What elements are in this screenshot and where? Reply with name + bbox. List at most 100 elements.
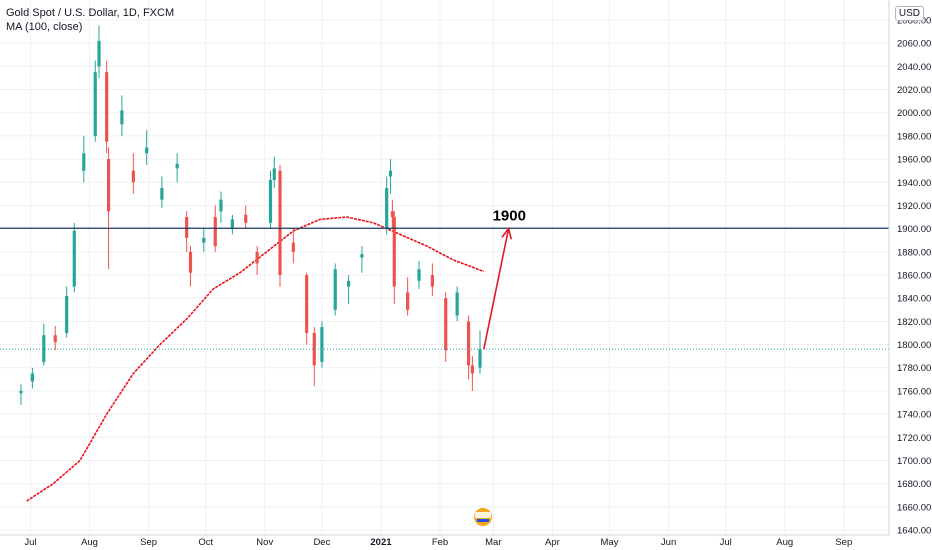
y-tick-label: 1740.00 bbox=[897, 410, 931, 421]
candle bbox=[268, 170, 273, 229]
candle-body bbox=[53, 335, 57, 343]
candle bbox=[30, 367, 34, 389]
y-tick-label: 1820.00 bbox=[897, 317, 931, 328]
candle-body bbox=[417, 269, 421, 281]
candle bbox=[72, 222, 76, 293]
candle-body bbox=[175, 163, 179, 169]
y-tick-label: 2060.00 bbox=[897, 39, 931, 50]
candle bbox=[65, 286, 69, 338]
currency-label[interactable]: USD bbox=[894, 6, 924, 21]
candle-body bbox=[82, 153, 86, 171]
y-tick-label: 2000.00 bbox=[897, 108, 931, 119]
x-tick-label: Sep bbox=[835, 537, 852, 548]
candle-body bbox=[390, 211, 394, 218]
price-axis-background bbox=[889, 0, 932, 550]
candle-body bbox=[244, 214, 248, 223]
candle bbox=[19, 383, 23, 405]
candle-body bbox=[312, 332, 316, 366]
candle-body bbox=[188, 251, 193, 273]
x-tick-label: Jul bbox=[24, 537, 36, 548]
y-tick-label: 1840.00 bbox=[897, 294, 931, 305]
candle-body bbox=[219, 199, 223, 212]
y-tick-label: 1900.00 bbox=[897, 224, 931, 235]
candle-body bbox=[466, 321, 471, 366]
candle-body bbox=[360, 254, 364, 258]
candles bbox=[19, 25, 482, 405]
candle bbox=[244, 205, 248, 229]
y-tick-label: 1760.00 bbox=[897, 386, 931, 397]
candle-body bbox=[430, 275, 434, 287]
symbol-title: Gold Spot / U.S. Dollar, 1D, FXCM bbox=[6, 7, 175, 19]
candle bbox=[105, 60, 109, 154]
candle bbox=[444, 292, 448, 362]
candle bbox=[466, 315, 471, 380]
candle bbox=[333, 263, 337, 316]
candle bbox=[291, 228, 295, 264]
y-tick-label: 1680.00 bbox=[897, 479, 931, 490]
candle bbox=[320, 321, 324, 368]
candle bbox=[417, 261, 421, 289]
candle bbox=[478, 330, 482, 374]
y-tick-label: 1660.00 bbox=[897, 502, 931, 513]
candle-body bbox=[470, 365, 474, 374]
x-tick-label: Oct bbox=[198, 537, 213, 548]
x-tick-label: Mar bbox=[485, 537, 501, 548]
candle bbox=[53, 326, 57, 351]
x-tick-label: Sep bbox=[140, 537, 157, 548]
y-tick-label: 2080.00 bbox=[897, 16, 931, 27]
x-tick-label: Jul bbox=[720, 537, 732, 548]
candle bbox=[255, 246, 259, 275]
candle-body bbox=[131, 170, 135, 183]
candle-body bbox=[93, 72, 97, 136]
target-annotation: 1900 bbox=[493, 208, 526, 225]
candle-body bbox=[160, 188, 164, 200]
candle bbox=[175, 153, 179, 183]
candle bbox=[120, 95, 124, 136]
candle-body bbox=[385, 188, 389, 229]
chart-legend: Gold Spot / U.S. Dollar, 1D, FXCM MA (10… bbox=[6, 6, 174, 34]
y-tick-label: 1700.00 bbox=[897, 456, 931, 467]
projection-arrow-head bbox=[501, 226, 513, 240]
y-tick-label: 1920.00 bbox=[897, 201, 931, 212]
y-tick-label: 1800.00 bbox=[897, 340, 931, 351]
candle-body bbox=[105, 72, 109, 142]
candle-body bbox=[478, 349, 482, 368]
candle-body bbox=[392, 217, 396, 287]
candle-body bbox=[291, 242, 295, 252]
candle-body bbox=[320, 327, 324, 362]
candle bbox=[131, 153, 135, 194]
candle bbox=[93, 60, 97, 142]
y-tick-label: 1880.00 bbox=[897, 247, 931, 258]
y-tick-label: 1960.00 bbox=[897, 155, 931, 166]
candle bbox=[360, 246, 364, 273]
y-tick-label: 2040.00 bbox=[897, 62, 931, 73]
y-tick-label: 1940.00 bbox=[897, 178, 931, 189]
projection-arrow-shaft bbox=[483, 228, 510, 350]
candle bbox=[406, 277, 410, 316]
candle bbox=[470, 356, 474, 391]
candle-body bbox=[333, 269, 337, 310]
candle bbox=[42, 323, 46, 366]
candle bbox=[346, 275, 351, 304]
candle bbox=[305, 272, 309, 345]
candle bbox=[97, 25, 101, 78]
x-tick-label: May bbox=[601, 537, 619, 548]
x-tick-label: Aug bbox=[81, 537, 98, 548]
y-tick-label: 1860.00 bbox=[897, 271, 931, 282]
candle bbox=[188, 246, 193, 287]
candle-body bbox=[455, 292, 459, 316]
logo-stripe bbox=[477, 519, 489, 522]
candle-body bbox=[97, 40, 101, 67]
candle-body bbox=[213, 217, 217, 247]
y-tick-label: 1640.00 bbox=[897, 526, 931, 537]
candle bbox=[430, 263, 434, 296]
x-tick-label: Jun bbox=[661, 537, 676, 548]
candle-body bbox=[388, 170, 393, 177]
candle bbox=[272, 156, 276, 189]
candle bbox=[160, 176, 164, 208]
x-tick-label: 2021 bbox=[370, 537, 392, 548]
y-tick-label: 1780.00 bbox=[897, 363, 931, 374]
